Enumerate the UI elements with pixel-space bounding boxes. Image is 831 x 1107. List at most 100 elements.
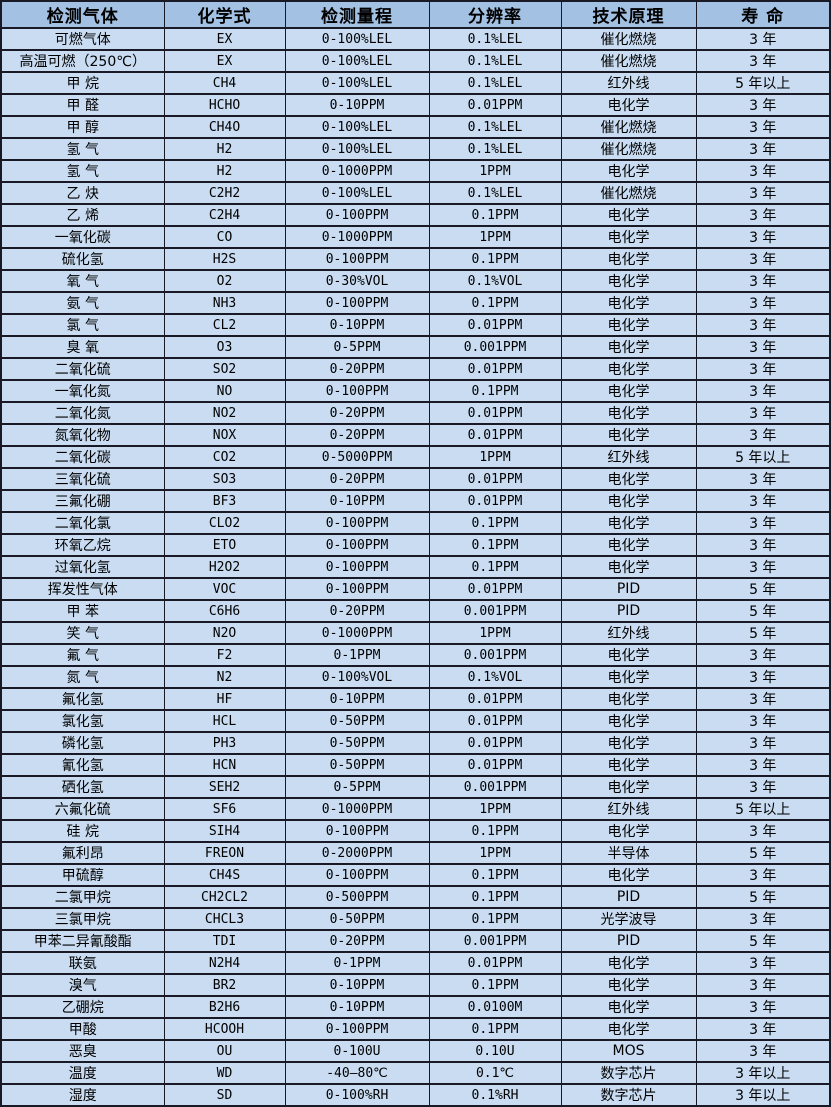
cell-lifespan: 3 年 xyxy=(695,93,831,117)
table-row: 恶臭 OU 0-100U 0.10U MOS 3 年 xyxy=(0,1039,831,1063)
cell-principle: 电化学 xyxy=(560,665,697,689)
cell-formula: PH3 xyxy=(163,731,286,755)
cell-range: 0-20PPM xyxy=(284,357,430,381)
cell-principle: 电化学 xyxy=(560,203,697,227)
cell-lifespan: 3 年 xyxy=(695,269,831,293)
cell-range: 0-100PPM xyxy=(284,379,430,403)
cell-formula: N2 xyxy=(163,665,286,689)
cell-gas: 甲 醛 xyxy=(0,93,165,117)
cell-formula: SF6 xyxy=(163,797,286,821)
cell-formula: EX xyxy=(163,49,286,73)
cell-principle: 电化学 xyxy=(560,489,697,513)
cell-range: 0-100%LEL xyxy=(284,115,430,139)
cell-gas: 氟化氢 xyxy=(0,687,165,711)
cell-principle: 催化燃烧 xyxy=(560,137,697,161)
cell-principle: 电化学 xyxy=(560,357,697,381)
cell-lifespan: 5 年 xyxy=(695,929,831,953)
table-row: 氢 气 H2 0-1000PPM 1PPM 电化学 3 年 xyxy=(0,159,831,183)
cell-lifespan: 3 年 xyxy=(695,489,831,513)
cell-principle: 电化学 xyxy=(560,533,697,557)
cell-formula: B2H6 xyxy=(163,995,286,1019)
cell-formula: NH3 xyxy=(163,291,286,315)
cell-resolution: 0.1PPM xyxy=(428,1017,562,1041)
cell-range: 0-100U xyxy=(284,1039,430,1063)
table-row: 硅 烷 SIH4 0-100PPM 0.1PPM 电化学 3 年 xyxy=(0,819,831,843)
cell-principle: 红外线 xyxy=(560,797,697,821)
cell-principle: 催化燃烧 xyxy=(560,115,697,139)
cell-formula: BR2 xyxy=(163,973,286,997)
cell-principle: 电化学 xyxy=(560,995,697,1019)
cell-formula: OU xyxy=(163,1039,286,1063)
cell-resolution: 0.001PPM xyxy=(428,775,562,799)
cell-formula: C2H4 xyxy=(163,203,286,227)
cell-range: 0-20PPM xyxy=(284,467,430,491)
cell-gas: 氯 气 xyxy=(0,313,165,337)
cell-resolution: 0.1PPM xyxy=(428,819,562,843)
cell-principle: 电化学 xyxy=(560,731,697,755)
cell-resolution: 0.001PPM xyxy=(428,335,562,359)
header-resolution: 分辨率 xyxy=(428,0,562,29)
cell-gas: 二氧化氮 xyxy=(0,401,165,425)
cell-range: 0-50PPM xyxy=(284,753,430,777)
table-row: 乙 烯 C2H4 0-100PPM 0.1PPM 电化学 3 年 xyxy=(0,203,831,227)
cell-resolution: 0.001PPM xyxy=(428,599,562,623)
cell-formula: CO xyxy=(163,225,286,249)
cell-range: 0-1PPM xyxy=(284,951,430,975)
cell-resolution: 0.1%LEL xyxy=(428,181,562,205)
cell-principle: 电化学 xyxy=(560,1017,697,1041)
cell-lifespan: 3 年 xyxy=(695,1017,831,1041)
cell-gas: 甲 醇 xyxy=(0,115,165,139)
cell-range: 0-100PPM xyxy=(284,819,430,843)
table-row: 高温可燃（250℃） EX 0-100%LEL 0.1%LEL 催化燃烧 3 年 xyxy=(0,49,831,73)
cell-gas: 过氧化氢 xyxy=(0,555,165,579)
table-row: 挥发性气体 VOC 0-100PPM 0.01PPM PID 5 年 xyxy=(0,577,831,601)
cell-gas: 氢 气 xyxy=(0,137,165,161)
cell-principle: 催化燃烧 xyxy=(560,181,697,205)
cell-resolution: 0.01PPM xyxy=(428,731,562,755)
cell-gas: 环氧乙烷 xyxy=(0,533,165,557)
table-row: 笑 气 N2O 0-1000PPM 1PPM 红外线 5 年 xyxy=(0,621,831,645)
cell-principle: 光学波导 xyxy=(560,907,697,931)
cell-resolution: 0.001PPM xyxy=(428,929,562,953)
table-row: 硒化氢 SEH2 0-5PPM 0.001PPM 电化学 3 年 xyxy=(0,775,831,799)
cell-lifespan: 3 年 xyxy=(695,907,831,931)
cell-lifespan: 3 年 xyxy=(695,137,831,161)
cell-formula: H2 xyxy=(163,159,286,183)
cell-lifespan: 3 年 xyxy=(695,159,831,183)
cell-principle: 电化学 xyxy=(560,709,697,733)
cell-range: 0-20PPM xyxy=(284,423,430,447)
table-row: 三氯甲烷 CHCL3 0-50PPM 0.1PPM 光学波导 3 年 xyxy=(0,907,831,931)
cell-range: 0-100%LEL xyxy=(284,181,430,205)
cell-lifespan: 3 年 xyxy=(695,181,831,205)
cell-range: 0-10PPM xyxy=(284,489,430,513)
table-row: 氨 气 NH3 0-100PPM 0.1PPM 电化学 3 年 xyxy=(0,291,831,315)
cell-lifespan: 3 年 xyxy=(695,401,831,425)
cell-principle: 催化燃烧 xyxy=(560,49,697,73)
cell-principle: 电化学 xyxy=(560,951,697,975)
cell-principle: 电化学 xyxy=(560,423,697,447)
cell-range: 0-100PPM xyxy=(284,863,430,887)
cell-formula: HF xyxy=(163,687,286,711)
cell-formula: NOX xyxy=(163,423,286,447)
cell-gas: 甲硫醇 xyxy=(0,863,165,887)
cell-formula: O2 xyxy=(163,269,286,293)
table-row: 二氧化硫 SO2 0-20PPM 0.01PPM 电化学 3 年 xyxy=(0,357,831,381)
cell-formula: WD xyxy=(163,1061,286,1085)
cell-gas: 氮氧化物 xyxy=(0,423,165,447)
cell-range: 0-20PPM xyxy=(284,401,430,425)
cell-principle: 红外线 xyxy=(560,621,697,645)
cell-principle: 半导体 xyxy=(560,841,697,865)
cell-lifespan: 3 年 xyxy=(695,775,831,799)
cell-gas: 硫化氢 xyxy=(0,247,165,271)
cell-formula: CH4 xyxy=(163,71,286,95)
cell-formula: C6H6 xyxy=(163,599,286,623)
cell-range: 0-100PPM xyxy=(284,555,430,579)
cell-principle: 电化学 xyxy=(560,313,697,337)
cell-principle: 电化学 xyxy=(560,555,697,579)
cell-lifespan: 5 年 xyxy=(695,621,831,645)
cell-formula: O3 xyxy=(163,335,286,359)
cell-formula: H2O2 xyxy=(163,555,286,579)
cell-principle: 电化学 xyxy=(560,511,697,535)
cell-range: 0-500PPM xyxy=(284,885,430,909)
cell-range: 0-5000PPM xyxy=(284,445,430,469)
